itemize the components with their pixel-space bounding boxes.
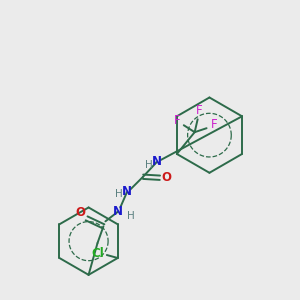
Text: N: N xyxy=(113,205,123,218)
Text: F: F xyxy=(196,104,203,117)
Text: H: H xyxy=(127,212,135,221)
Text: H: H xyxy=(116,189,123,199)
Text: N: N xyxy=(152,155,162,168)
Text: Cl: Cl xyxy=(92,247,104,260)
Text: O: O xyxy=(76,206,85,219)
Text: O: O xyxy=(162,171,172,184)
Text: N: N xyxy=(122,185,132,198)
Text: F: F xyxy=(211,118,218,131)
Text: F: F xyxy=(173,114,180,127)
Text: H: H xyxy=(145,160,153,170)
